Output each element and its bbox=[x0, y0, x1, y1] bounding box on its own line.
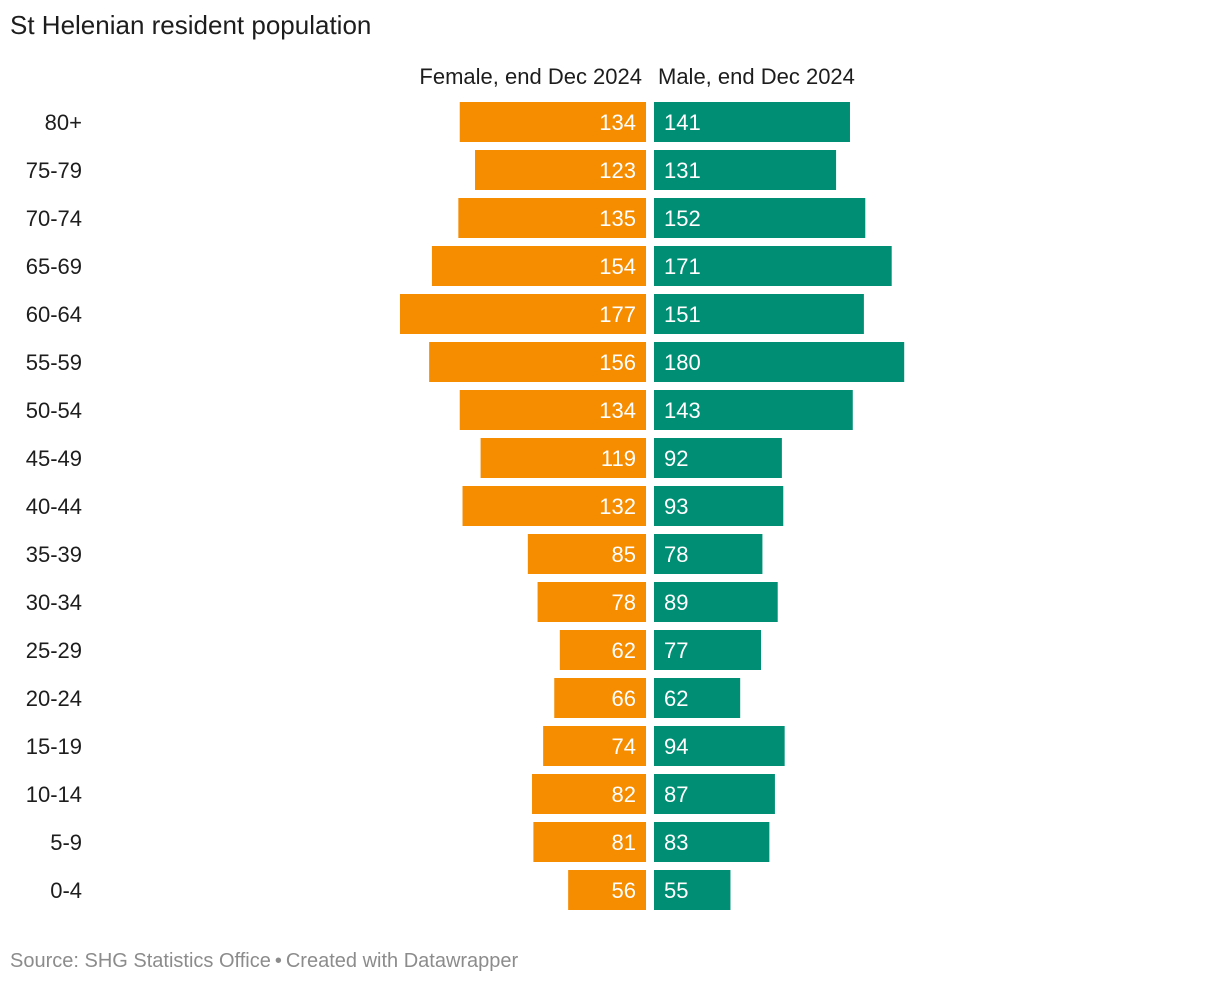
source-separator: • bbox=[274, 950, 282, 972]
male-bar bbox=[654, 678, 741, 718]
male-bar bbox=[654, 438, 782, 478]
male-value-label: 87 bbox=[664, 782, 688, 807]
female-bar bbox=[459, 390, 646, 430]
male-value-label: 62 bbox=[664, 686, 688, 711]
male-bar bbox=[654, 582, 778, 622]
female-value-label: 154 bbox=[599, 254, 636, 279]
female-bar bbox=[431, 246, 646, 286]
age-group-label: 65-69 bbox=[26, 254, 82, 279]
female-value-label: 177 bbox=[599, 302, 636, 327]
male-value-label: 94 bbox=[664, 734, 688, 759]
datawrapper-credit[interactable]: Created with Datawrapper bbox=[285, 950, 519, 972]
female-value-label: 156 bbox=[599, 350, 636, 375]
female-series-label: Female, end Dec 2024 bbox=[419, 64, 642, 89]
male-value-label: 55 bbox=[664, 878, 688, 903]
population-pyramid: 80+ 134 141 75-79 123 131 70-74 135 152 65-69 154 1… bbox=[26, 102, 905, 910]
female-value-label: 134 bbox=[599, 110, 636, 135]
male-value-label: 89 bbox=[664, 590, 688, 615]
male-bar bbox=[654, 774, 775, 814]
male-bar bbox=[654, 534, 763, 574]
male-bar bbox=[654, 726, 785, 766]
female-bar bbox=[533, 822, 646, 862]
female-value-label: 62 bbox=[612, 638, 636, 663]
age-group-label: 5-9 bbox=[50, 830, 82, 855]
male-value-label: 171 bbox=[664, 254, 701, 279]
male-bar bbox=[654, 198, 866, 238]
male-bar bbox=[654, 342, 905, 382]
male-value-label: 77 bbox=[664, 638, 688, 663]
female-value-label: 74 bbox=[612, 734, 636, 759]
female-value-label: 132 bbox=[599, 494, 636, 519]
source-label: Source: SHG Statistics Office bbox=[10, 950, 271, 972]
female-value-label: 81 bbox=[612, 830, 636, 855]
male-bar bbox=[654, 246, 892, 286]
male-value-label: 93 bbox=[664, 494, 688, 519]
male-value-label: 83 bbox=[664, 830, 688, 855]
male-series-label: Male, end Dec 2024 bbox=[658, 64, 855, 89]
female-bar bbox=[559, 630, 646, 670]
female-bar bbox=[568, 870, 646, 910]
age-group-label: 60-64 bbox=[26, 302, 82, 327]
male-value-label: 143 bbox=[664, 398, 701, 423]
female-bar bbox=[554, 678, 646, 718]
male-value-label: 78 bbox=[664, 542, 688, 567]
female-value-label: 119 bbox=[601, 446, 636, 471]
female-bar bbox=[475, 150, 646, 190]
age-group-label: 50-54 bbox=[26, 398, 82, 423]
age-group-label: 20-24 bbox=[26, 686, 82, 711]
age-group-label: 10-14 bbox=[26, 782, 82, 807]
source-note: Source: SHG Statistics Office • Created wi… bbox=[10, 950, 518, 973]
female-value-label: 78 bbox=[612, 590, 636, 615]
female-value-label: 123 bbox=[599, 158, 636, 183]
female-value-label: 56 bbox=[612, 878, 636, 903]
male-bar bbox=[654, 486, 784, 526]
female-bar bbox=[480, 438, 646, 478]
age-group-label: 15-19 bbox=[26, 734, 82, 759]
female-value-label: 66 bbox=[612, 686, 636, 711]
male-bar bbox=[654, 630, 762, 670]
female-bar bbox=[543, 726, 646, 766]
male-value-label: 151 bbox=[664, 302, 701, 327]
male-bar bbox=[654, 150, 837, 190]
female-bar bbox=[399, 294, 646, 334]
female-bar bbox=[527, 534, 646, 574]
male-value-label: 141 bbox=[664, 110, 701, 135]
male-bar bbox=[654, 390, 853, 430]
male-value-label: 180 bbox=[664, 350, 701, 375]
age-group-label: 0-4 bbox=[50, 878, 82, 903]
male-bar bbox=[654, 294, 864, 334]
male-value-label: 152 bbox=[664, 206, 701, 231]
chart-title: St Helenian resident population bbox=[10, 10, 372, 40]
male-value-label: 131 bbox=[664, 158, 701, 183]
female-bar bbox=[459, 102, 646, 142]
age-group-label: 25-29 bbox=[26, 638, 82, 663]
male-bar bbox=[654, 102, 850, 142]
age-group-label: 70-74 bbox=[26, 206, 82, 231]
male-bar bbox=[654, 870, 731, 910]
female-value-label: 135 bbox=[599, 206, 636, 231]
female-value-label: 85 bbox=[612, 542, 636, 567]
age-group-label: 55-59 bbox=[26, 350, 82, 375]
female-value-label: 82 bbox=[612, 782, 636, 807]
female-value-label: 134 bbox=[599, 398, 636, 423]
age-group-label: 40-44 bbox=[26, 494, 82, 519]
female-bar bbox=[537, 582, 646, 622]
male-bar bbox=[654, 822, 770, 862]
female-bar bbox=[458, 198, 646, 238]
female-bar bbox=[532, 774, 646, 814]
age-group-label: 30-34 bbox=[26, 590, 82, 615]
female-bar bbox=[429, 342, 646, 382]
age-group-label: 45-49 bbox=[26, 446, 82, 471]
male-value-label: 92 bbox=[664, 446, 688, 471]
age-group-label: 80+ bbox=[45, 110, 82, 135]
female-bar bbox=[462, 486, 646, 526]
age-group-label: 35-39 bbox=[26, 542, 82, 567]
age-group-label: 75-79 bbox=[26, 158, 82, 183]
